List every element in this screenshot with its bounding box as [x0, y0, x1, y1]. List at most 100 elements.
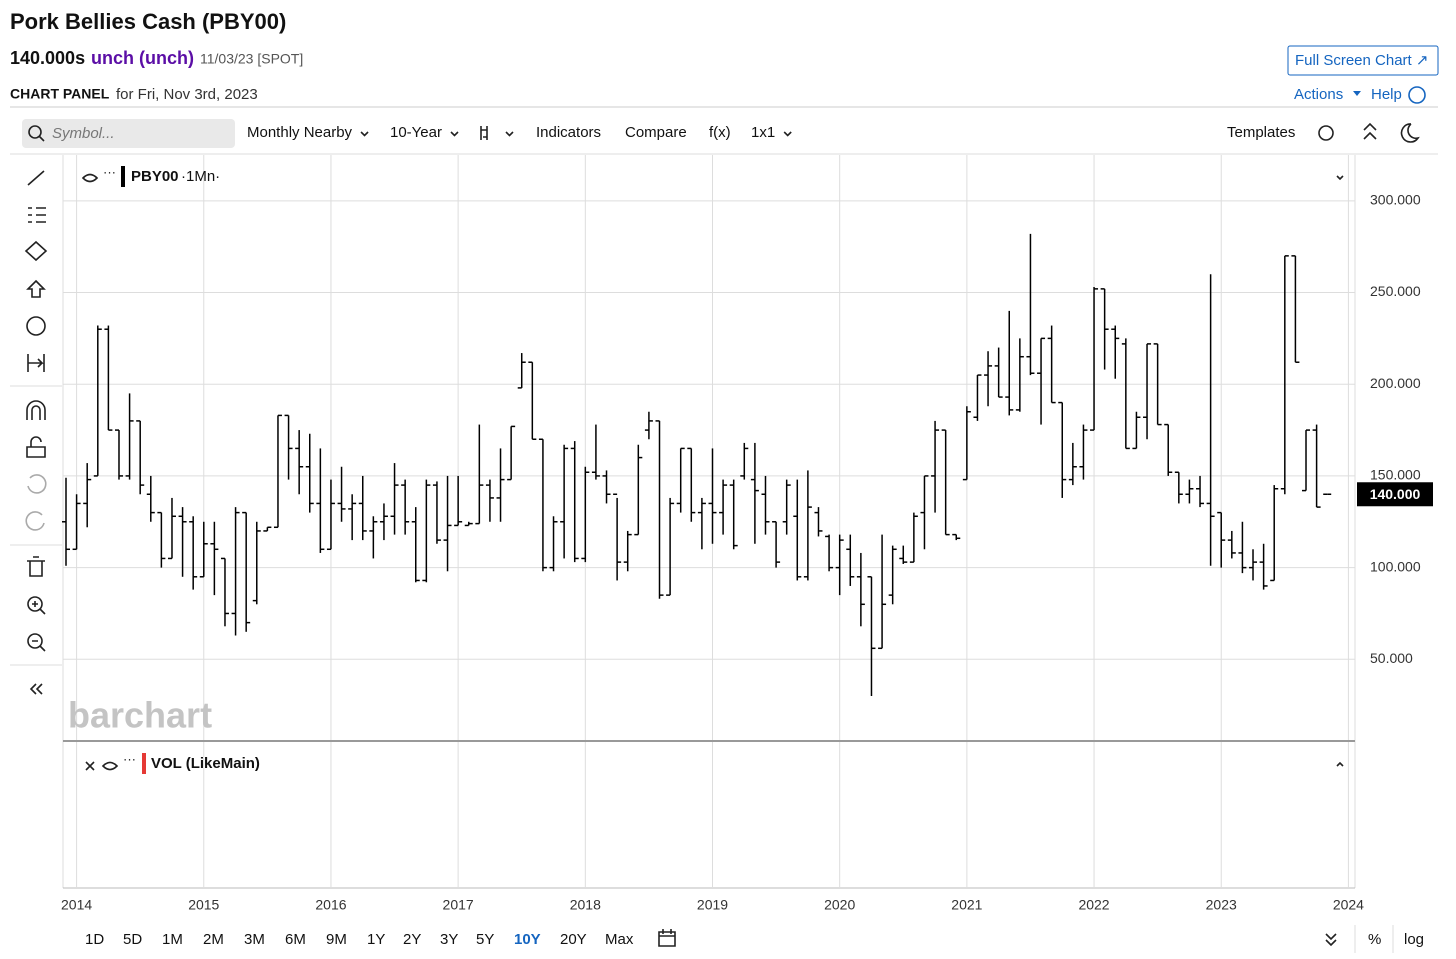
tool-shapes[interactable]: [24, 240, 48, 262]
toolbar-item[interactable]: Compare: [625, 124, 687, 141]
tool-arrow[interactable]: [26, 279, 46, 298]
templates-button[interactable]: Templates: [1227, 124, 1295, 141]
series-swatch: [121, 166, 125, 187]
range-button[interactable]: 1M: [162, 931, 183, 948]
close-icon[interactable]: [85, 761, 95, 771]
y-tick-label: 150.000: [1370, 467, 1421, 483]
volume-label: VOL (LikeMain): [151, 755, 260, 772]
toolbar-item[interactable]: 1x1: [751, 124, 775, 141]
dropdown-caret: [450, 131, 459, 137]
symbol-search[interactable]: [22, 119, 235, 148]
range-button[interactable]: Max: [605, 931, 634, 948]
calendar-icon[interactable]: [658, 929, 676, 947]
x-tick-label: 2017: [443, 897, 474, 913]
collapse-icon[interactable]: [1363, 122, 1377, 140]
tool-note[interactable]: [26, 316, 46, 336]
x-tick-label: 2023: [1206, 897, 1237, 913]
range-button[interactable]: 5Y: [476, 931, 494, 948]
tool-undo[interactable]: [27, 474, 47, 494]
tool-fib[interactable]: [28, 207, 46, 223]
range-button[interactable]: 3M: [244, 931, 265, 948]
visibility-icon[interactable]: [101, 761, 119, 771]
tool-zoom-out[interactable]: [27, 633, 43, 649]
tool-magnet[interactable]: [26, 400, 46, 420]
range-button[interactable]: 20Y: [560, 931, 587, 948]
y-tick-label: 250.000: [1370, 283, 1421, 299]
full-screen-label[interactable]: Full Screen Chart ↗: [1295, 52, 1428, 69]
watermark: barchart: [68, 695, 212, 736]
x-tick-label: 2024: [1333, 897, 1364, 913]
tool-delete[interactable]: [27, 556, 45, 577]
y-tick-label: 100.000: [1370, 558, 1421, 574]
toolbar-item[interactable]: 10-Year: [390, 124, 442, 141]
x-tick-label: 2019: [697, 897, 728, 913]
x-tick-label: 2020: [824, 897, 855, 913]
x-tick-label: 2014: [61, 897, 92, 913]
search-icon: [38, 135, 45, 142]
visibility-icon[interactable]: [81, 173, 99, 183]
log-toggle[interactable]: log: [1404, 931, 1424, 948]
range-button[interactable]: 6M: [285, 931, 306, 948]
title: Pork Bellies Cash (PBY00): [10, 9, 286, 34]
full-screen-button[interactable]: [1287, 45, 1439, 76]
panel-menu[interactable]: [1336, 761, 1344, 767]
range-button[interactable]: 2M: [203, 931, 224, 948]
help-icon[interactable]: [1408, 86, 1426, 104]
help-link[interactable]: Help: [1371, 86, 1402, 103]
panel-date: for Fri, Nov 3rd, 2023: [116, 86, 258, 103]
bar-type-icon[interactable]: [480, 126, 488, 140]
range-button[interactable]: 2Y: [403, 931, 421, 948]
last-price-label: 140.000: [1370, 486, 1421, 502]
tool-zoom-in[interactable]: [27, 596, 43, 612]
range-button[interactable]: 3Y: [440, 931, 458, 948]
x-tick-label: 2021: [951, 897, 982, 913]
expand-icon[interactable]: [1325, 933, 1337, 947]
x-tick-label: 2016: [315, 897, 346, 913]
tool-zoom-in[interactable]: [32, 601, 46, 615]
range-button[interactable]: 5D: [123, 931, 142, 948]
actions-menu[interactable]: Actions: [1294, 86, 1343, 103]
y-tick-label: 50.000: [1370, 650, 1413, 666]
range-button[interactable]: 9M: [326, 931, 347, 948]
y-tick-label: 200.000: [1370, 375, 1421, 391]
panel-label: CHART PANEL: [10, 86, 110, 102]
y-tick-label: 300.000: [1370, 192, 1421, 208]
tool-lock[interactable]: [26, 436, 46, 458]
search-icon: [28, 125, 42, 139]
volume-swatch: [142, 753, 146, 774]
change: unch (unch): [91, 48, 194, 68]
last-price-badge: [1357, 482, 1433, 507]
x-tick-label: 2022: [1078, 897, 1109, 913]
range-button[interactable]: 1Y: [367, 931, 385, 948]
dropdown-caret: [360, 131, 369, 137]
series-name: PBY00: [131, 168, 179, 185]
range-button[interactable]: 10Y: [514, 931, 541, 948]
x-tick-label: 2015: [188, 897, 219, 913]
collapse-toolbar[interactable]: [29, 683, 43, 695]
toolbar-item[interactable]: Monthly Nearby: [247, 124, 353, 141]
actions-caret: [1353, 91, 1361, 96]
interval: ·1Mn·: [181, 168, 220, 185]
dropdown-caret: [505, 131, 514, 137]
tool-measure[interactable]: [27, 354, 45, 372]
theme-icon[interactable]: [1400, 123, 1420, 143]
menu-dots[interactable]: ···: [123, 751, 136, 766]
settings-icon[interactable]: [1318, 125, 1334, 141]
grid: [63, 155, 1355, 888]
toolbar-item[interactable]: Indicators: [536, 124, 601, 141]
tool-zoom-out[interactable]: [32, 640, 46, 652]
quote-date: 11/03/23 [SPOT]: [200, 51, 303, 67]
x-tick-label: 2018: [570, 897, 601, 913]
symbol-placeholder[interactable]: Symbol...: [52, 125, 115, 142]
drawing-toolbar: [10, 170, 62, 695]
toolbar-item[interactable]: f(x): [709, 124, 731, 141]
menu-dots[interactable]: ···: [103, 164, 116, 179]
percent-toggle[interactable]: %: [1368, 931, 1381, 948]
panel-menu[interactable]: [1336, 175, 1344, 181]
tool-redo[interactable]: [25, 511, 45, 531]
tool-line[interactable]: [27, 170, 45, 186]
range-button[interactable]: 1D: [85, 931, 104, 948]
dropdown-caret: [783, 131, 792, 137]
